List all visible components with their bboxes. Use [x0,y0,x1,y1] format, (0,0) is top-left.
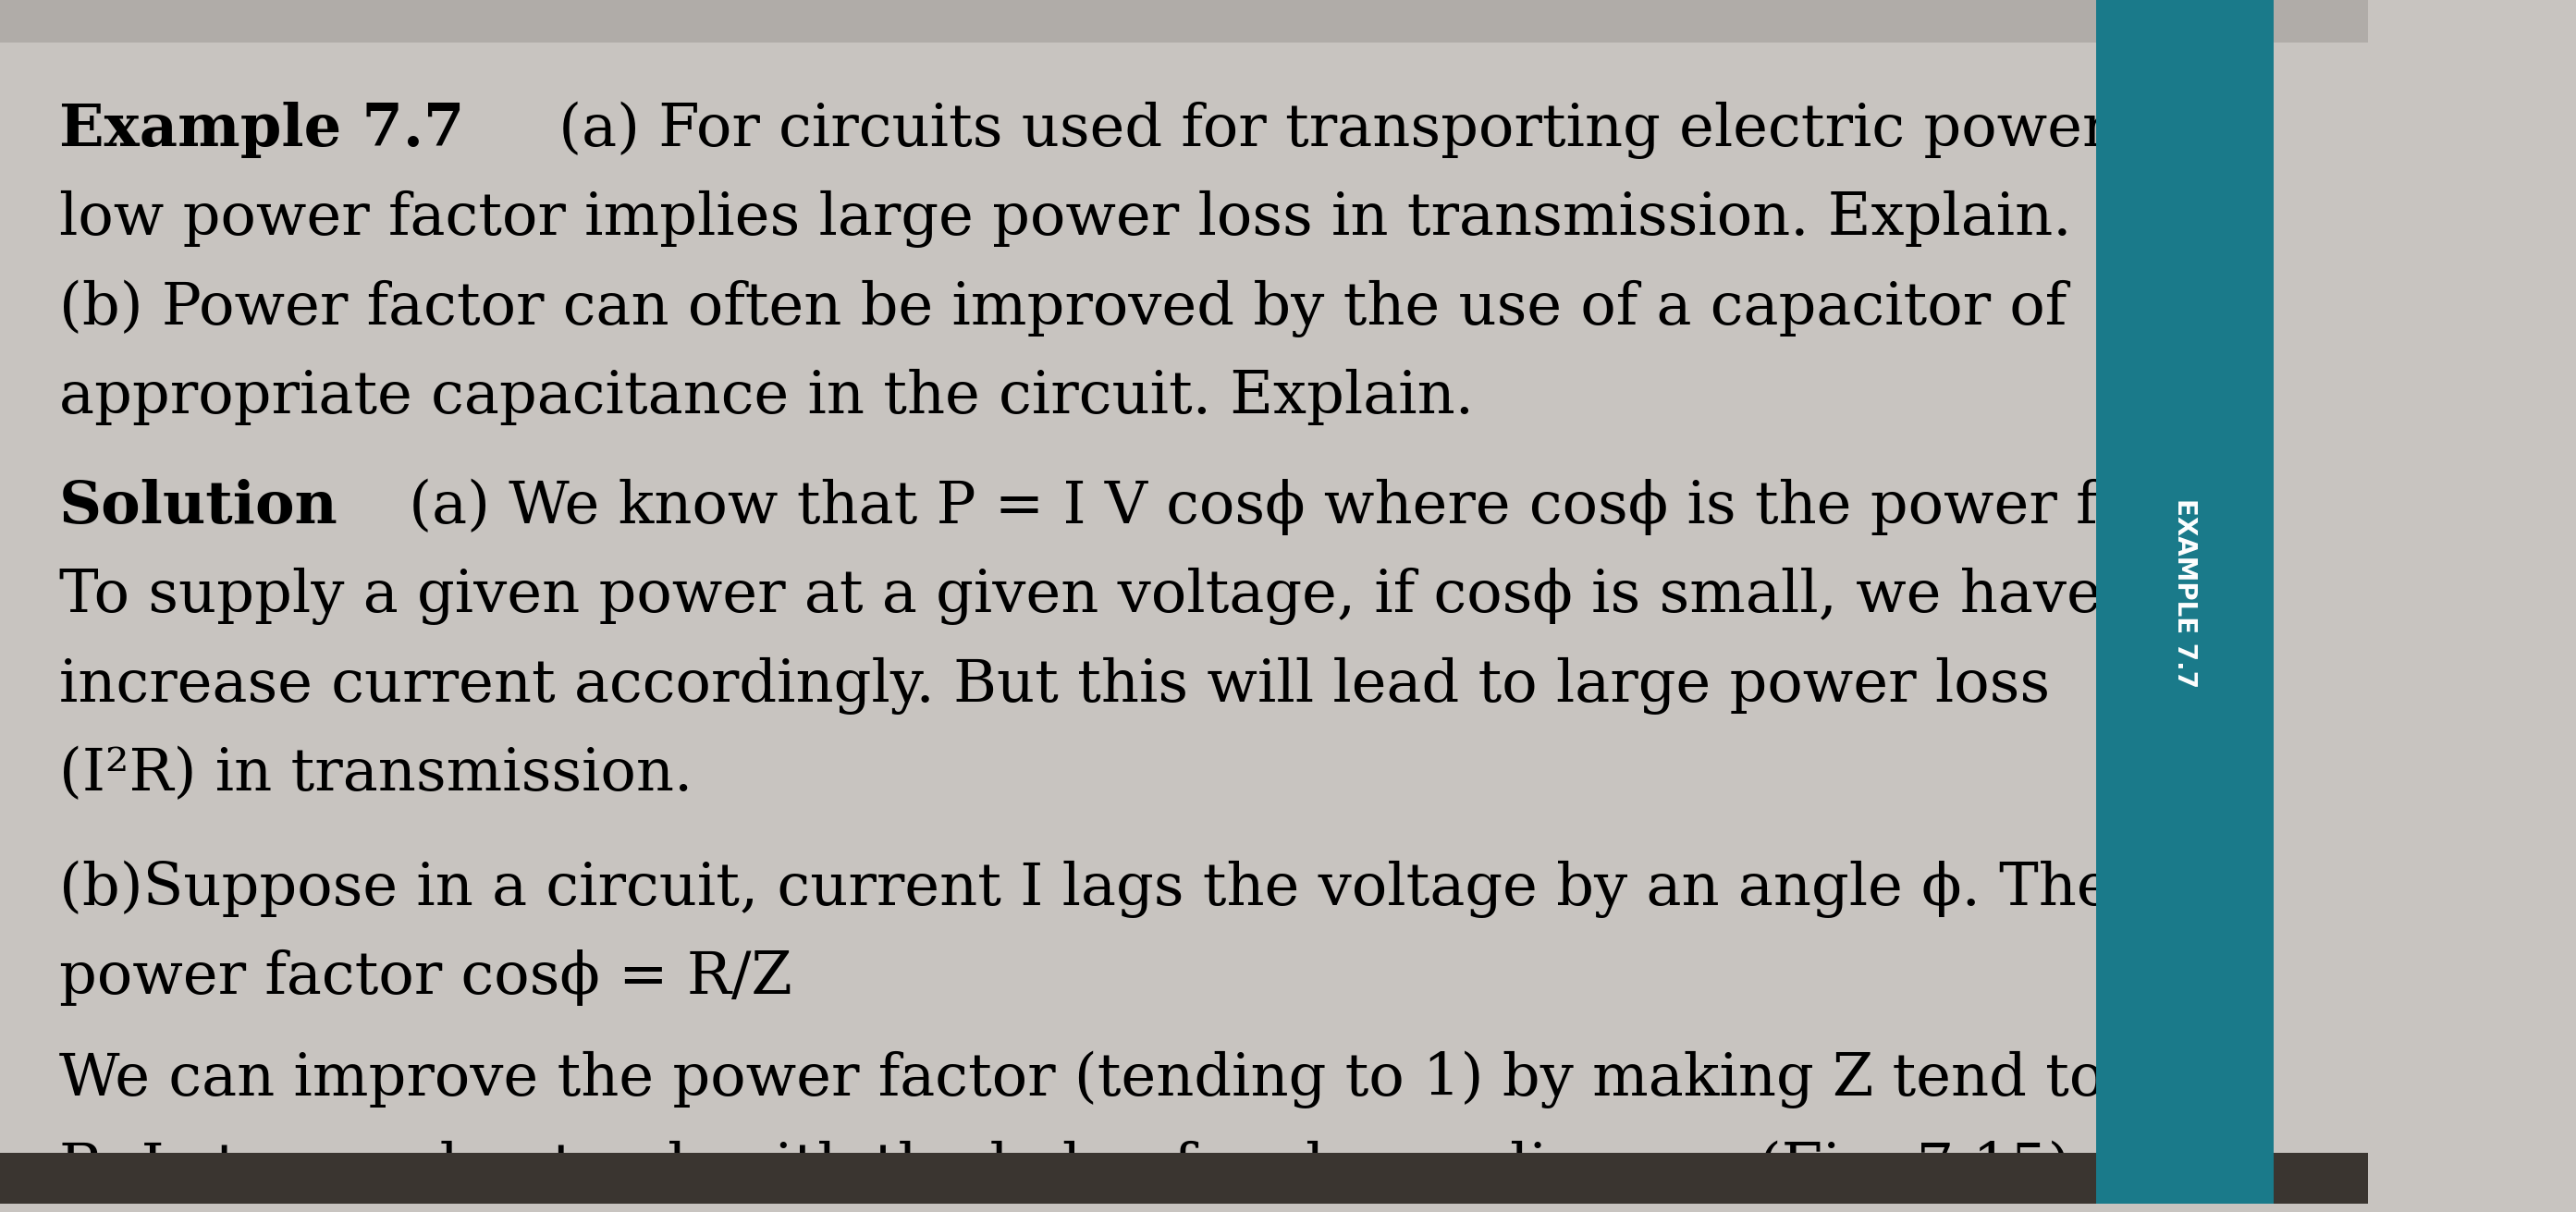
Text: (a) For circuits used for transporting electric power, a: (a) For circuits used for transporting e… [541,102,2177,160]
Text: (b) Power factor can often be improved by the use of a capacitor of: (b) Power factor can often be improved b… [59,280,2066,337]
Text: Example 7.7: Example 7.7 [59,102,464,158]
Text: (I²R) in transmission.: (I²R) in transmission. [59,745,693,802]
Text: Solution: Solution [59,479,337,536]
Text: increase current accordingly. But this will lead to large power loss: increase current accordingly. But this w… [59,657,2050,714]
FancyBboxPatch shape [0,0,2367,42]
Text: low power factor implies large power loss in transmission. Explain.: low power factor implies large power los… [59,190,2071,248]
Text: EXAMPLE 7.7: EXAMPLE 7.7 [2172,498,2197,688]
Text: appropriate capacitance in the circuit. Explain.: appropriate capacitance in the circuit. … [59,368,1473,425]
Text: We can improve the power factor (tending to 1) by making Z tend to: We can improve the power factor (tending… [59,1051,2105,1109]
FancyBboxPatch shape [2097,0,2272,1204]
Text: (a) We know that P = I V cosϕ where cosϕ is the power factor.: (a) We know that P = I V cosϕ where cosϕ… [392,479,2267,536]
FancyBboxPatch shape [0,1153,2367,1204]
Text: power factor cosϕ = R/Z: power factor cosϕ = R/Z [59,949,793,1006]
Text: (b)Suppose in a circuit, current I lags the voltage by an angle ϕ. Then: (b)Suppose in a circuit, current I lags … [59,861,2148,917]
Text: To supply a given power at a given voltage, if cosϕ is small, we have to: To supply a given power at a given volta… [59,568,2179,625]
Text: R. Let us understand, with the help of a phasor diagram (Fig. 7.15): R. Let us understand, with the help of a… [59,1140,2071,1197]
